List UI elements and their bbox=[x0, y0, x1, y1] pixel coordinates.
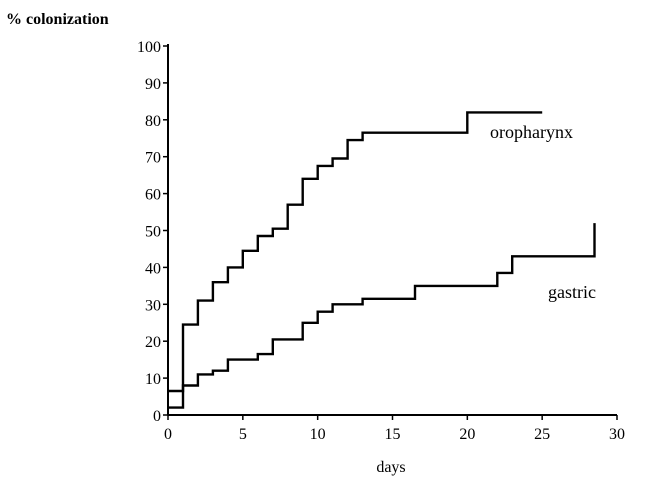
x-tick-label: 5 bbox=[239, 426, 247, 443]
y-tick-label: 80 bbox=[145, 113, 161, 130]
series-line-gastric bbox=[168, 223, 596, 409]
x-tick-label: 20 bbox=[459, 426, 475, 443]
y-tick-label: 90 bbox=[145, 76, 161, 93]
series-line-oropharynx bbox=[168, 111, 543, 393]
y-tick-label: 20 bbox=[145, 334, 161, 351]
x-tick-label: 25 bbox=[534, 426, 550, 443]
x-tick-label: 15 bbox=[385, 426, 401, 443]
x-tick-label: 0 bbox=[164, 426, 172, 443]
y-tick-label: 40 bbox=[145, 260, 161, 277]
y-tick-label: 60 bbox=[145, 187, 161, 204]
y-axis-title: % colonization bbox=[6, 11, 109, 28]
x-axis-title: days bbox=[376, 459, 405, 476]
series-label-oropharynx: oropharynx bbox=[490, 122, 573, 142]
y-tick-label: 10 bbox=[145, 371, 161, 388]
y-tick-label: 30 bbox=[145, 297, 161, 314]
y-tick-label: 70 bbox=[145, 150, 161, 167]
axes: 0 5 10 15 20 25 30 0 10 20 30 40 50 60 70 80 90 100 bbox=[137, 39, 625, 443]
y-tick-label: 50 bbox=[145, 224, 161, 241]
y-tick-label: 0 bbox=[153, 408, 161, 425]
series-label-gastric: gastric bbox=[548, 282, 596, 302]
x-tick-label: 10 bbox=[310, 426, 326, 443]
series-lines bbox=[168, 111, 596, 409]
x-tick-label: 30 bbox=[609, 426, 625, 443]
y-tick-label: 100 bbox=[137, 39, 161, 56]
